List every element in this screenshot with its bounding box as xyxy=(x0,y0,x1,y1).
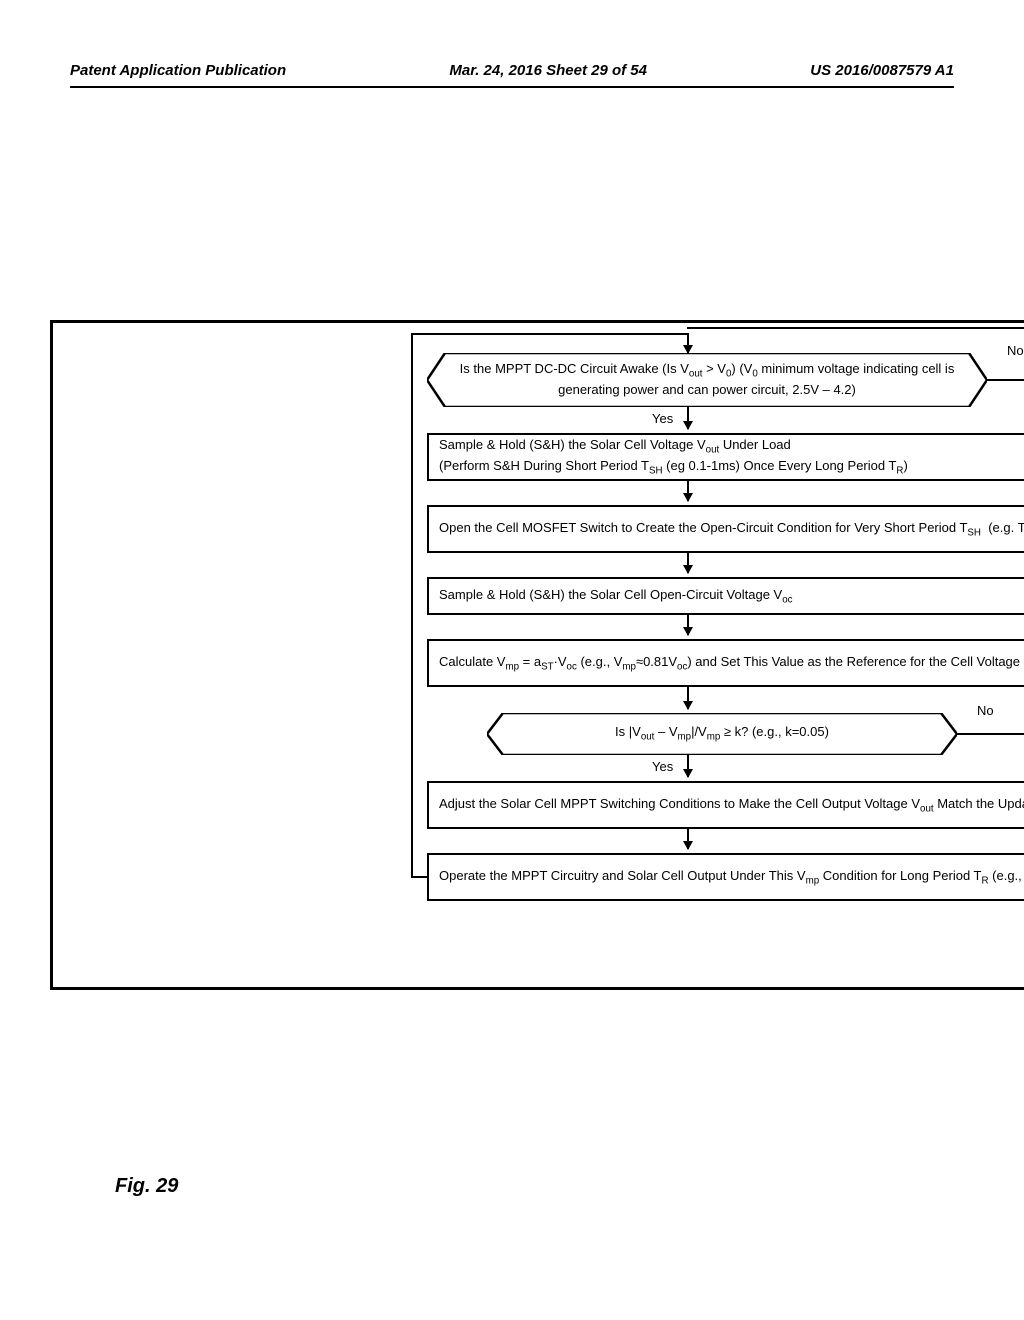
loop-line-h xyxy=(687,327,1024,329)
decision-k-text: Is |Vout – Vmp|/Vmp ≥ k? (e.g., k=0.05) xyxy=(615,724,829,744)
flowchart-frame: Is the MPPT DC-DC Circuit Awake (Is Vout… xyxy=(50,320,1024,990)
loop-left-hb xyxy=(411,876,429,878)
loop-left-ht xyxy=(411,333,687,335)
box-operate: Operate the MPPT Circuitry and Solar Cel… xyxy=(427,853,1024,901)
arrow-to-sleep xyxy=(987,379,1024,381)
box-adjust: Adjust the Solar Cell MPPT Switching Con… xyxy=(427,781,1024,829)
flowchart: Is the MPPT DC-DC Circuit Awake (Is Vout… xyxy=(387,323,1024,993)
arrow-to-passthrough xyxy=(957,733,1024,735)
arrow-a2 xyxy=(687,481,689,501)
arrow-d1-yes xyxy=(687,407,689,429)
box-open-mosfet: Open the Cell MOSFET Switch to Create th… xyxy=(427,505,1024,553)
figure-label: Fig. 29 xyxy=(115,1175,178,1198)
box-adjust-text: Adjust the Solar Cell MPPT Switching Con… xyxy=(439,795,1024,816)
arrow-d2-yes xyxy=(687,755,689,777)
label-yes-1: Yes xyxy=(652,411,673,426)
label-no-1: No xyxy=(1007,343,1024,358)
arrow-loop-in xyxy=(687,333,689,353)
loop-left-v xyxy=(411,333,413,877)
arrow-a5 xyxy=(687,687,689,709)
decision-awake-text: Is the MPPT DC-DC Circuit Awake (Is Vout… xyxy=(449,361,965,398)
box-sh-underload: Sample & Hold (S&H) the Solar Cell Volta… xyxy=(427,433,1024,481)
label-yes-2: Yes xyxy=(652,759,673,774)
header-left: Patent Application Publication xyxy=(70,62,286,79)
label-no-2: No xyxy=(977,703,994,718)
box-sh-voc-text: Sample & Hold (S&H) the Solar Cell Open-… xyxy=(439,586,793,607)
box-operate-text: Operate the MPPT Circuitry and Solar Cel… xyxy=(439,867,1024,888)
decision-awake: Is the MPPT DC-DC Circuit Awake (Is Vout… xyxy=(427,353,987,407)
arrow-a4 xyxy=(687,615,689,635)
box-calc-vmp: Calculate Vmp = aST·Voc (e.g., Vmp≈0.81V… xyxy=(427,639,1024,687)
box-sh-underload-text: Sample & Hold (S&H) the Solar Cell Volta… xyxy=(439,436,908,478)
box-sh-voc: Sample & Hold (S&H) the Solar Cell Open-… xyxy=(427,577,1024,615)
box-open-mosfet-text: Open the Cell MOSFET Switch to Create th… xyxy=(439,519,1024,540)
box-calc-vmp-text: Calculate Vmp = aST·Voc (e.g., Vmp≈0.81V… xyxy=(439,653,1024,674)
page-header: Patent Application Publication Mar. 24, … xyxy=(0,62,1024,79)
decision-k: Is |Vout – Vmp|/Vmp ≥ k? (e.g., k=0.05) xyxy=(487,713,957,755)
header-center: Mar. 24, 2016 Sheet 29 of 54 xyxy=(449,62,647,79)
header-rule xyxy=(70,86,954,88)
arrow-a6 xyxy=(687,829,689,849)
arrow-a3 xyxy=(687,553,689,573)
header-right: US 2016/0087579 A1 xyxy=(810,62,954,79)
